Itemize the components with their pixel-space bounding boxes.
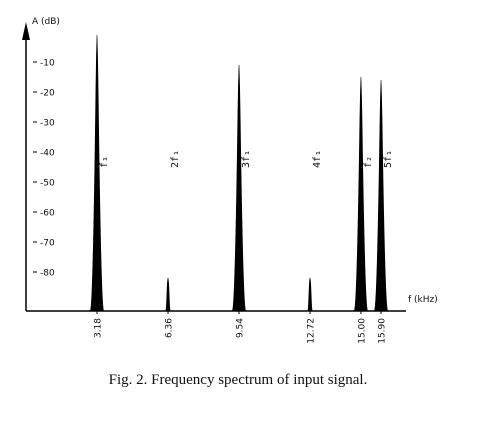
x-tick-label: 12.72: [307, 318, 317, 344]
spectral-peak: [165, 277, 171, 312]
spectral-peak: [373, 79, 389, 312]
peak-label: f₁: [99, 156, 110, 168]
peak-label: f₂: [363, 156, 374, 168]
y-tick-label: -20: [40, 89, 55, 99]
peak-label: 4f₁: [312, 150, 323, 168]
y-tick-label: -70: [40, 239, 55, 249]
y-tick-label: -30: [40, 119, 55, 129]
y-tick-label: -80: [40, 269, 55, 279]
x-tick-label: 15.00: [357, 318, 367, 344]
spectral-peak: [307, 277, 313, 312]
x-tick-label: 15.90: [378, 318, 388, 344]
spectral-peak: [231, 64, 247, 312]
caption: Fig. 2. Frequency spectrum of input sign…: [109, 372, 368, 388]
x-axis-label: f (kHz): [408, 295, 438, 305]
y-axis-arrow: [22, 22, 30, 40]
y-tick-label: -40: [40, 149, 55, 159]
y-axis-label: A (dB): [32, 17, 60, 27]
y-tick-label: -50: [40, 179, 55, 189]
x-tick-label: 3.18: [94, 318, 104, 338]
x-tick-label: 6.36: [165, 318, 175, 338]
y-tick-label: -60: [40, 209, 55, 219]
peak-label: 3f₁: [241, 150, 252, 168]
x-tick-label: 9.54: [236, 318, 246, 338]
spectral-peak: [353, 76, 369, 312]
spectral-peak: [89, 34, 105, 312]
y-tick-label: -10: [40, 59, 55, 69]
peak-label: 2f₁: [170, 150, 181, 168]
peak-label: 5f₁: [383, 150, 394, 168]
